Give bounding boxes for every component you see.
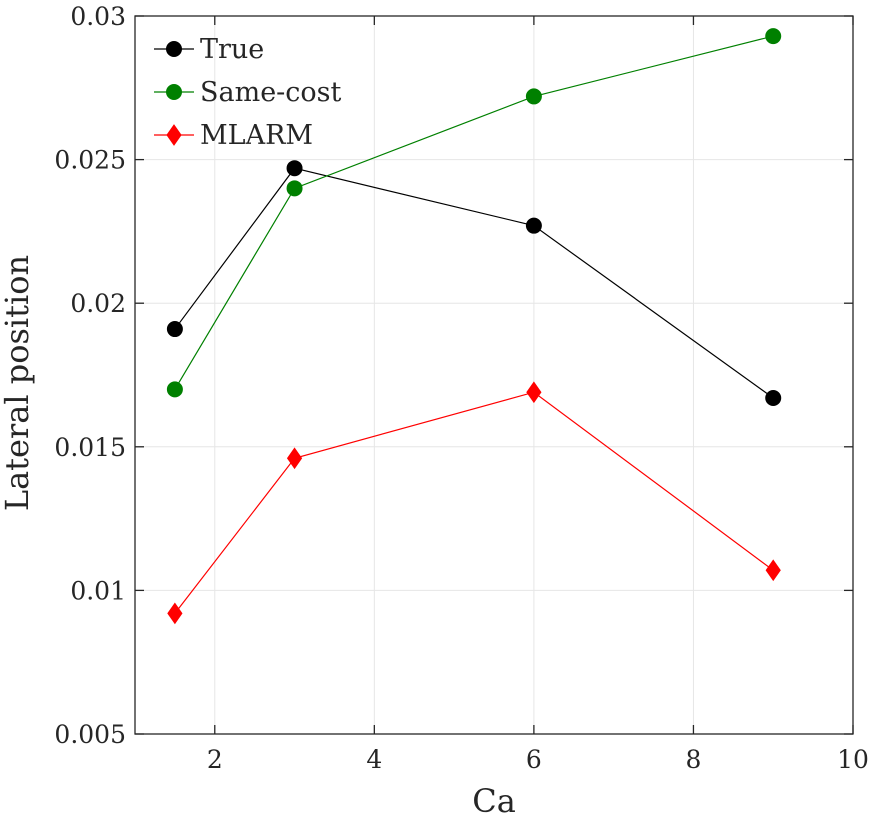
x-tick-label: 8 <box>685 745 701 774</box>
series-line <box>174 167 774 399</box>
data-point <box>166 321 183 338</box>
y-axis-label: Lateral position <box>0 255 36 511</box>
series-line <box>174 35 774 390</box>
axis-ticks <box>135 15 854 735</box>
legend-label: Same-cost <box>200 77 342 108</box>
x-tick-label: 2 <box>207 745 223 774</box>
y-tick-label: 0.03 <box>70 2 126 31</box>
x-tick-label: 4 <box>366 745 382 774</box>
data-point <box>765 389 782 406</box>
legend: True Same-cost MLARM <box>154 34 342 151</box>
y-tick-label: 0.005 <box>54 720 126 749</box>
series-mlarm <box>167 381 781 625</box>
data-point <box>765 559 781 582</box>
legend-label: MLARM <box>200 120 313 151</box>
data-point <box>525 217 542 234</box>
y-tick-label: 0.015 <box>54 433 126 462</box>
legend-marker <box>166 41 182 57</box>
legend-item: MLARM <box>154 120 313 151</box>
legend-label: True <box>200 34 264 65</box>
y-tick-label: 0.025 <box>54 146 126 175</box>
y-tick-label: 0.02 <box>70 289 126 318</box>
data-point <box>286 447 303 470</box>
legend-item: Same-cost <box>154 77 342 108</box>
legend-item: True <box>154 34 264 65</box>
data-point <box>525 88 542 105</box>
x-tick-label: 6 <box>526 745 542 774</box>
data-point <box>167 602 183 625</box>
x-axis-label: Ca <box>472 782 516 820</box>
y-tick-label: 0.01 <box>70 576 126 605</box>
data-point <box>526 381 542 404</box>
y-tick-labels: 0.005 0.01 0.015 0.02 0.025 0.03 <box>54 2 126 749</box>
data-point <box>286 180 303 197</box>
x-tick-label: 10 <box>837 745 869 774</box>
x-tick-labels: 2 4 6 8 10 <box>207 745 869 774</box>
data-point <box>286 160 303 177</box>
data-point <box>166 381 183 398</box>
grid <box>135 16 853 734</box>
series-line <box>174 391 774 614</box>
legend-marker <box>166 124 182 146</box>
series-same-cost <box>166 28 782 398</box>
series <box>166 28 782 625</box>
series-true <box>166 160 782 406</box>
data-point <box>765 28 782 45</box>
plot-area <box>134 15 854 735</box>
legend-marker <box>166 84 182 100</box>
